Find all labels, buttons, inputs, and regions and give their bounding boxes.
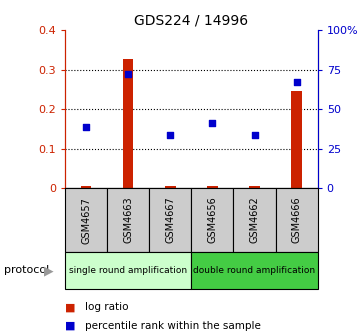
Bar [291, 91, 302, 188]
Text: double round amplification: double round amplification [193, 266, 316, 275]
Text: ■: ■ [65, 321, 75, 331]
Text: percentile rank within the sample: percentile rank within the sample [85, 321, 261, 331]
Text: GSM4656: GSM4656 [207, 197, 217, 244]
Bar [123, 59, 134, 188]
Point [294, 80, 300, 85]
Point [209, 120, 215, 125]
Bar [249, 186, 260, 188]
Title: GDS224 / 14996: GDS224 / 14996 [134, 14, 248, 28]
Bar [207, 186, 218, 188]
Text: single round amplification: single round amplification [69, 266, 187, 275]
Text: ▶: ▶ [44, 264, 53, 277]
Point [252, 133, 257, 138]
Bar [81, 186, 91, 188]
Text: GSM4667: GSM4667 [165, 197, 175, 244]
Text: GSM4657: GSM4657 [81, 197, 91, 244]
Text: GSM4662: GSM4662 [249, 197, 260, 244]
Point [168, 133, 173, 138]
Text: ■: ■ [65, 302, 75, 312]
Point [125, 71, 131, 76]
Text: protocol: protocol [4, 265, 49, 276]
Text: GSM4666: GSM4666 [292, 197, 302, 243]
Bar [165, 186, 175, 188]
Point [83, 124, 89, 129]
Text: log ratio: log ratio [85, 302, 128, 312]
Text: GSM4663: GSM4663 [123, 197, 133, 243]
